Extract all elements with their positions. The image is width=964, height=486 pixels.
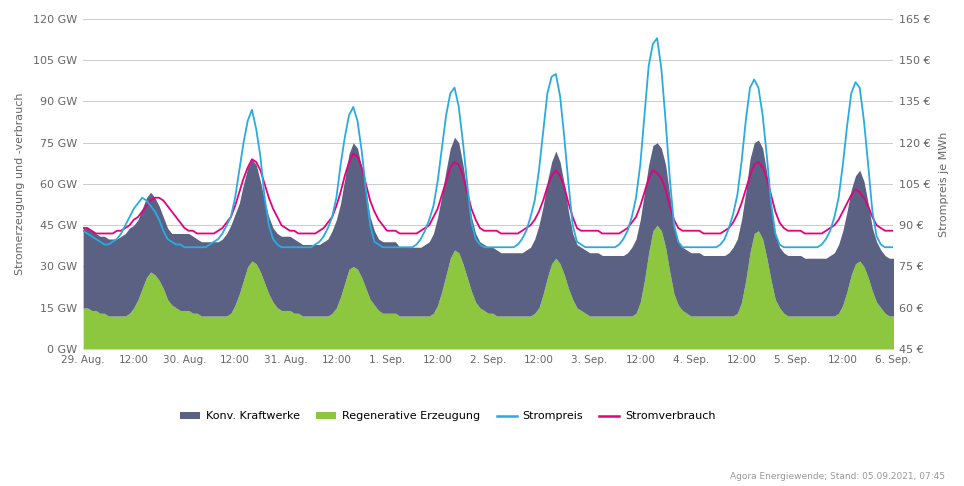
Legend: Konv. Kraftwerke, Regenerative Erzeugung, Strompreis, Stromverbrauch: Konv. Kraftwerke, Regenerative Erzeugung…	[175, 407, 720, 426]
Y-axis label: Stromerzeugung und -verbrauch: Stromerzeugung und -verbrauch	[15, 93, 25, 275]
Y-axis label: Strompreis je MWh: Strompreis je MWh	[939, 131, 949, 237]
Text: Agora Energiewende; Stand: 05.09.2021, 07:45: Agora Energiewende; Stand: 05.09.2021, 0…	[730, 472, 945, 481]
